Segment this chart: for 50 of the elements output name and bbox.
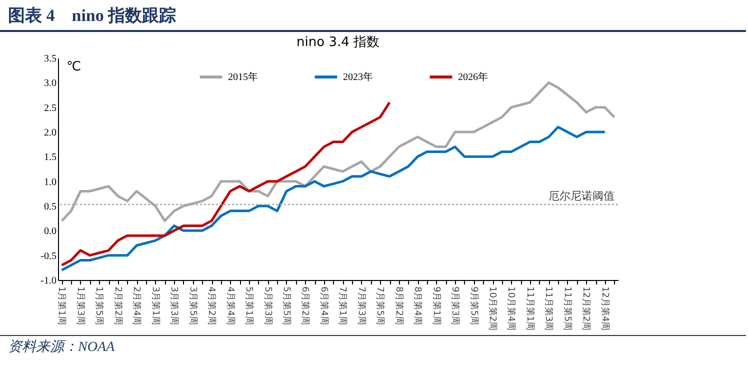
x-tick-label: 7月第3周 xyxy=(356,286,367,325)
chart-title: 图表 4 nino 指数跟踪 xyxy=(0,0,746,32)
legend-label: 2023年 xyxy=(343,71,373,83)
x-tick-label: 7月第5周 xyxy=(374,286,386,325)
y-tick-label: 3.0 xyxy=(44,78,56,90)
x-tick-label: 2月第4周 xyxy=(131,286,142,325)
y-tick-label: 1.5 xyxy=(44,152,56,164)
y-axis-title: ℃ xyxy=(66,60,82,74)
x-tick-label: 12月第4周 xyxy=(599,286,610,331)
x-tick-label: 6月第4周 xyxy=(318,286,330,325)
x-tick-label: 5月第1周 xyxy=(244,286,255,325)
legend-label: 2015年 xyxy=(228,71,258,83)
y-tick-label: 2.5 xyxy=(44,102,56,114)
x-tick-label: 7月第1周 xyxy=(337,286,348,325)
y-tick-label: -1.0 xyxy=(40,276,56,286)
x-tick-label: 1月第3周 xyxy=(74,286,86,325)
y-tick-label: 0.0 xyxy=(44,226,56,238)
x-tick-label: 9月第1周 xyxy=(430,286,442,325)
x-tick-label: 4月第2周 xyxy=(206,286,218,325)
y-tick-label: -0.5 xyxy=(40,250,56,262)
chart-subtitle: nino 3.4 指数 xyxy=(296,35,380,50)
y-tick-label: 1.0 xyxy=(44,176,56,188)
x-tick-label: 8月第2周 xyxy=(393,286,404,325)
x-tick-label: 8月第4周 xyxy=(412,286,424,325)
x-tick-label: 5月第3周 xyxy=(262,286,274,325)
x-tick-label: 1月第1周 xyxy=(56,286,68,325)
x-tick-label: 1月第5周 xyxy=(94,286,105,325)
x-tick-label: 6月第2周 xyxy=(300,286,311,325)
x-tick-label: 3月第3周 xyxy=(168,286,180,325)
x-tick-label: 11月第3周 xyxy=(543,286,554,331)
y-tick-label: 0.5 xyxy=(44,202,56,212)
x-tick-label: 4月第4周 xyxy=(224,286,236,325)
y-tick-label: 2.0 xyxy=(44,128,56,138)
x-tick-label: 10月第4周 xyxy=(506,286,517,331)
x-tick-label: 9月第3周 xyxy=(450,286,461,325)
x-tick-label: 3月第5周 xyxy=(187,286,198,325)
ref-line-label: 厄尔尼诺阈值 xyxy=(548,190,614,203)
x-tick-label: 10月第2周 xyxy=(487,286,498,331)
x-tick-label: 11月第1周 xyxy=(524,286,536,331)
line-series xyxy=(60,81,616,222)
y-tick-label: 3.5 xyxy=(44,54,56,64)
text: 资料来源：NOAA xyxy=(0,335,746,358)
x-tick-label: 2月第2周 xyxy=(112,286,124,325)
x-tick-label: 3月第1周 xyxy=(150,286,161,325)
x-tick-label: 12月第2周 xyxy=(580,286,592,331)
x-tick-label: 9月第5周 xyxy=(468,286,480,325)
x-tick-label: 5月第5周 xyxy=(280,286,292,325)
x-tick-label: 11月第5周 xyxy=(562,286,573,331)
line-series xyxy=(60,101,391,266)
legend-label: 2026年 xyxy=(458,71,488,83)
